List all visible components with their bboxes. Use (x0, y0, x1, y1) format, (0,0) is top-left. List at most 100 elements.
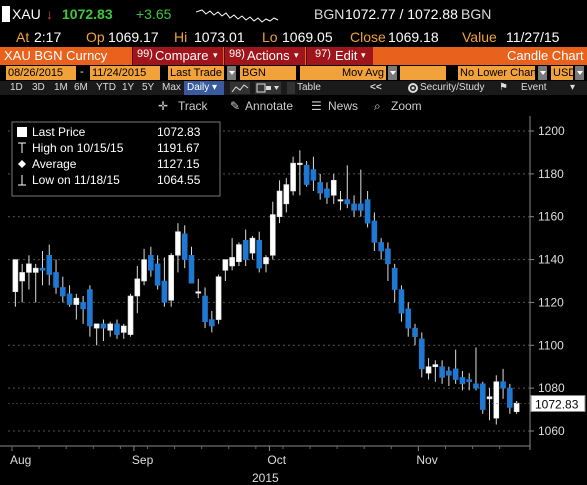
candle-body (127, 295, 134, 335)
security-name[interactable]: XAU BGN Curncy (4, 48, 108, 63)
candle-body (161, 280, 168, 303)
end-date-field[interactable]: 11/24/2015 (90, 66, 160, 80)
candle-body (513, 402, 520, 413)
currency-select[interactable]: USD (551, 66, 573, 80)
compare-button[interactable]: 99) Compare ▾ (132, 47, 223, 65)
chevron-down-icon[interactable] (538, 66, 547, 80)
last-price-tag: 1072.83 (535, 398, 579, 412)
candle-body (439, 366, 445, 378)
candle-body (283, 184, 290, 205)
event-button[interactable]: Event (521, 82, 547, 93)
range-6m[interactable]: 6M (74, 82, 88, 93)
candle-body (114, 323, 120, 335)
lower-chart-value: No Lower Chart (460, 67, 535, 79)
price-field-select[interactable]: Last Trade (168, 66, 224, 80)
compare-num: 99) (137, 48, 153, 60)
price-field-value: Last Trade (170, 67, 222, 79)
edit-button[interactable]: 97) Edit ▾ (306, 47, 373, 65)
flag-icon[interactable]: ⚑ (499, 82, 508, 93)
candle-body (66, 293, 73, 305)
chart-settings-icon[interactable] (255, 82, 281, 94)
candle-body (134, 278, 141, 297)
range-5y[interactable]: 5Y (142, 82, 155, 93)
square-icon (17, 127, 27, 137)
candle-body (324, 188, 330, 198)
table-icon (287, 82, 295, 94)
candle-body (209, 319, 215, 327)
low-label: Lo (262, 29, 278, 45)
chart-tools: ✛ Track ✎ Annotate ☰ News ⌕ Zoom (0, 96, 587, 116)
y-tick-label: 1180 (538, 167, 564, 181)
close-label: Close (350, 29, 386, 45)
candle-body (500, 381, 506, 389)
line-chart-icon[interactable] (230, 82, 250, 94)
y-axis: 1060 1080 1100 1120 1140 1160 1180 1200 1072.83 (8, 116, 586, 450)
chevron-down-icon[interactable] (227, 66, 236, 80)
nav-prev-button[interactable]: << (370, 82, 382, 93)
security-study-button[interactable]: Security/Study (420, 82, 485, 93)
candle-body (330, 179, 337, 196)
candle-body (405, 308, 412, 329)
candle-body (256, 239, 263, 269)
y-tick-label: 1200 (538, 124, 565, 138)
actions-button[interactable]: 98) Actions ▾ (224, 47, 305, 65)
last-price-box (530, 395, 586, 413)
candle-body (242, 239, 249, 260)
legend-value: 1127.15 (157, 157, 200, 171)
candle-body (317, 182, 323, 194)
range-1d[interactable]: 1D (10, 82, 23, 93)
period-select[interactable]: Daily ▾ (184, 81, 224, 95)
candle-body (120, 325, 127, 333)
study-select[interactable]: Mov Avg (300, 66, 386, 80)
candle-body (215, 276, 222, 320)
annotate-button[interactable]: Annotate (245, 99, 294, 113)
sparkline-icon (196, 9, 279, 23)
candle-body (344, 199, 351, 205)
chevron-down-icon[interactable] (388, 66, 397, 80)
source-field[interactable]: BGN (240, 66, 296, 80)
candle-body (195, 291, 202, 294)
candle-body (310, 169, 317, 181)
candle-chart[interactable]: 106010801100112011401160118012001072.83 … (0, 116, 587, 485)
candle-body (486, 396, 493, 400)
legend-label: Average (32, 157, 77, 171)
y-tick-label: 1160 (538, 210, 564, 224)
zoom-button[interactable]: Zoom (391, 99, 422, 113)
quote-source: BGN (314, 6, 345, 22)
candle-body (188, 254, 195, 284)
end-date-value: 11/24/2015 (92, 67, 147, 79)
candle-body (100, 323, 107, 329)
x-tick-label: Aug (10, 453, 31, 467)
quote-details: At 2:17 Op 1069.17 Hi 1073.01 Lo 1069.05… (0, 28, 587, 47)
news-button[interactable]: News (328, 99, 359, 113)
range-ytd[interactable]: YTD (96, 82, 116, 93)
candle-body (391, 267, 398, 290)
close-value: 1069.18 (388, 29, 439, 45)
candle-body (507, 387, 513, 408)
range-max[interactable]: Max (162, 82, 181, 93)
start-date-field[interactable]: 08/26/2015 (6, 66, 76, 80)
candle-body (236, 244, 242, 263)
chevron-down-icon[interactable] (575, 66, 584, 80)
settings-bar: 08/26/2015 - 11/24/2015 Last Trade BGN M… (0, 65, 587, 81)
range-1y[interactable]: 1Y (122, 82, 135, 93)
period-value: Daily (187, 82, 210, 93)
range-1m[interactable]: 1M (54, 82, 68, 93)
study-param-field[interactable] (400, 66, 446, 80)
candle-body (418, 338, 425, 370)
track-button[interactable]: Track (178, 99, 208, 113)
range-3d[interactable]: 3D (32, 82, 45, 93)
x-axis: Aug Sep Oct Nov 2015 (0, 445, 530, 485)
candle-body (141, 259, 147, 282)
table-button[interactable]: Table (297, 82, 321, 93)
chevron-down-icon[interactable]: ▾ (570, 82, 576, 93)
ticker[interactable]: XAU (12, 6, 41, 22)
date-dash: - (80, 66, 84, 78)
candle-body (290, 162, 296, 192)
candle-body (466, 379, 473, 383)
gear-icon[interactable] (400, 81, 426, 95)
lower-chart-select[interactable]: No Lower Chart (458, 66, 535, 80)
legend-label: High on 10/15/15 (32, 141, 124, 155)
range-bar: 1D 3D 1M 6M YTD 1Y 5Y Max Daily ▾ Table … (0, 81, 587, 95)
news-icon: ☰ (311, 99, 322, 113)
